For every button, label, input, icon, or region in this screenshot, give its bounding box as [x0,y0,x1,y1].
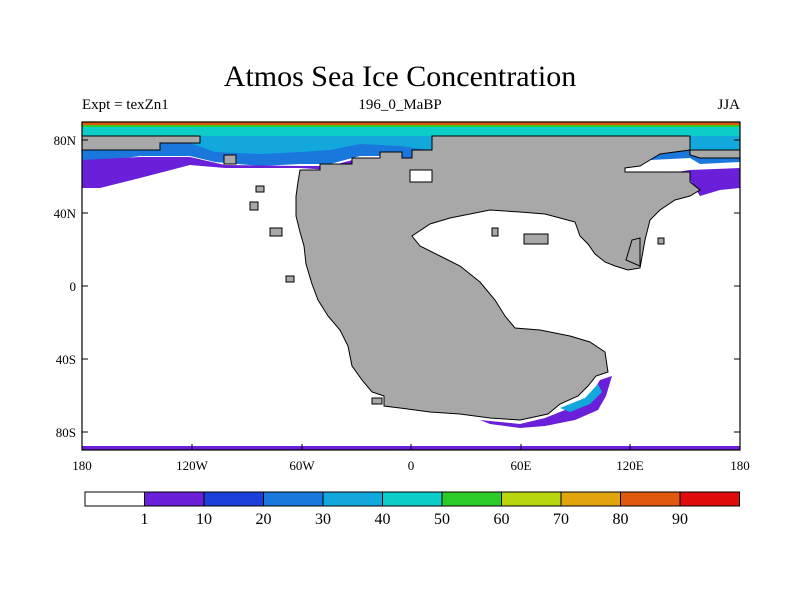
lon-label: 60E [511,458,532,473]
colorbar-swatch [263,491,324,507]
peninsula [625,237,641,267]
southern-sea-ice-blue [560,384,602,412]
colorbar-swatch [322,491,383,507]
colorbar-swatch [382,491,443,507]
latitude-axis: 80N 40N 0 40S 80S [54,133,740,440]
colorbar-swatch [84,491,145,507]
colorbar-swatch [679,491,740,507]
lat-label: 80N [54,133,77,148]
islet [285,275,295,283]
island-east [523,233,549,245]
lon-label: 120E [616,458,644,473]
colorbar-swatch [620,491,681,507]
lon-label: 120W [176,458,209,473]
colorbar-label: 80 [613,511,629,528]
colorbar-label: 10 [196,511,212,528]
lon-label: 180 [72,458,92,473]
colorbar-label: 40 [375,511,391,528]
longitude-axis: 180 120W 60W 0 60E 120E 180 [72,444,750,473]
experiment-label: Expt = texZn1 [82,97,169,113]
colorbar-swatch [501,491,562,507]
islet [269,227,283,237]
islet [657,237,665,245]
sea-ice-band-green [82,125,740,127]
colorbar-label: 1 [141,511,149,528]
colorbar: 1 10 20 30 40 50 60 70 80 90 [84,491,740,528]
sea-ice-band-cyan [82,127,740,136]
pangea-landmass [295,135,701,421]
small-island [223,154,237,165]
lon-label: 60W [289,458,315,473]
season-label: JJA [717,97,740,113]
lon-label: 180 [730,458,750,473]
time-period-label: 196_0_MaBP [358,97,442,113]
sea-ice-band-red [82,122,740,125]
colorbar-swatch [560,491,621,507]
colorbar-label: 60 [494,511,510,528]
southern-sea-ice-purple [480,376,612,428]
lon-label: 0 [408,458,415,473]
islet [249,201,259,211]
colorbar-swatch [441,491,502,507]
lat-label: 40S [56,352,76,367]
colorbar-swatch [203,491,264,507]
lat-label: 80S [56,425,76,440]
islet [491,227,499,237]
colorbar-label: 30 [315,511,331,528]
colorbar-label: 50 [434,511,450,528]
islet [255,185,265,193]
colorbar-label: 90 [672,511,688,528]
lat-label: 0 [70,279,77,294]
islet [371,397,383,405]
arctic-landmass-east [689,149,741,159]
sea-ice-band-purple [82,157,740,196]
land-layer [81,135,741,421]
map-title: Atmos Sea Ice Concentration [223,60,577,93]
inland-water [409,169,433,183]
colorbar-label: 70 [553,511,569,528]
colorbar-label: 20 [256,511,272,528]
colorbar-swatch [144,491,205,507]
lat-label: 40N [54,206,77,221]
